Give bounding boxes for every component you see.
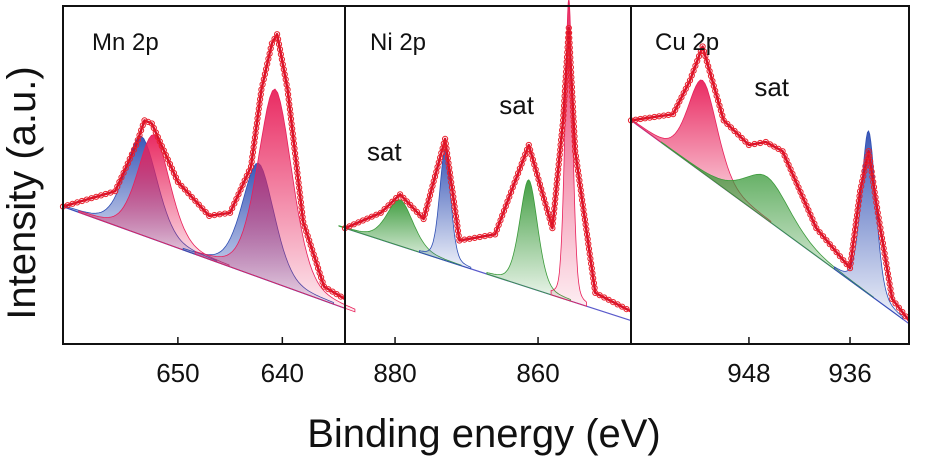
envelope-line	[630, 45, 910, 322]
envelope-line	[344, 26, 632, 313]
raw-data-point	[181, 186, 188, 193]
cu2p-annotations: sat	[754, 72, 789, 102]
raw-data-point	[185, 190, 192, 197]
raw-data-point	[738, 134, 745, 142]
mn2p-panel-title: Mn 2p	[92, 29, 159, 56]
cu2p-panel-title: Cu 2p	[655, 29, 719, 56]
raw-data-point	[393, 194, 400, 202]
raw-data-point	[720, 117, 727, 124]
raw-data-point	[843, 261, 850, 268]
raw-data-point	[895, 304, 903, 311]
cu2p-frame	[630, 5, 910, 345]
raw-data-point	[742, 138, 749, 145]
raw-data-point	[385, 202, 392, 209]
raw-data-point	[271, 35, 278, 42]
peak-annotation-label: sat	[367, 136, 402, 166]
panel-cu2p: Cu 2p 948 936 sat	[627, 5, 910, 388]
raw-data-point	[735, 131, 742, 138]
raw-data-point	[836, 253, 844, 260]
raw-data-point	[400, 194, 407, 201]
raw-data-point	[145, 118, 152, 126]
raw-data-point	[660, 112, 667, 119]
cu2p-ticks: 948 936	[727, 337, 872, 388]
x-tick-label: 880	[373, 358, 416, 388]
raw-data-point	[188, 194, 195, 201]
ni2p-annotations: sat sat	[367, 90, 535, 166]
raw-data-point	[192, 197, 199, 204]
raw-data-point	[892, 300, 899, 307]
peak-annotation-label: sat	[754, 72, 789, 102]
peak-annotation-label: sat	[499, 90, 534, 120]
raw-data-point	[840, 257, 847, 264]
y-axis-label: Intensity (a.u.)	[0, 66, 44, 319]
raw-data-point	[727, 124, 735, 131]
component-peak	[550, 0, 587, 307]
raw-data-point	[745, 141, 753, 149]
ni2p-panel-title: Ni 2p	[370, 29, 426, 56]
component-peak	[78, 134, 230, 268]
raw-data-point	[731, 127, 738, 135]
component-peak	[194, 88, 356, 313]
raw-data-point	[813, 225, 820, 232]
raw-data-point	[899, 308, 906, 316]
raw-data-point	[268, 40, 275, 47]
raw-data-point	[195, 201, 202, 208]
x-tick-label: 936	[828, 358, 871, 388]
raw-data-point	[178, 182, 185, 189]
raw-data-point	[337, 293, 344, 300]
raw-data-point	[202, 209, 209, 216]
panel-mn2p: Mn 2p 650 640	[59, 5, 356, 388]
raw-data-point	[407, 201, 414, 208]
raw-data-point	[141, 117, 148, 124]
x-tick-label: 860	[516, 358, 559, 388]
raw-data-point	[403, 198, 410, 205]
raw-data-point	[757, 139, 764, 147]
raw-data-point	[637, 115, 644, 123]
raw-data-point	[413, 208, 420, 215]
raw-data-point	[174, 178, 181, 186]
panel-ni2p: Ni 2p 880 860 sat sat	[338, 0, 632, 388]
raw-data-point	[826, 241, 833, 248]
x-axis-label: Binding energy (eV)	[307, 412, 661, 456]
raw-data-point	[199, 205, 206, 212]
cu2p-plot-area	[627, 43, 910, 325]
raw-data-point	[820, 233, 827, 240]
raw-data-point	[397, 191, 404, 198]
component-peak	[833, 130, 904, 320]
raw-data-point	[889, 295, 896, 303]
ni2p-ticks: 880 860	[373, 337, 560, 388]
raw-data-point	[389, 198, 396, 205]
raw-data-point	[377, 209, 384, 216]
x-tick-label: 650	[156, 358, 199, 388]
raw-data-point	[816, 229, 823, 236]
mn2p-plot-area	[59, 31, 356, 313]
raw-data-point	[823, 237, 830, 244]
ni2p-frame	[344, 5, 632, 345]
raw-data-point	[833, 249, 840, 256]
raw-data-point	[724, 120, 731, 128]
raw-data-point	[410, 205, 417, 212]
ni2p-plot-area	[338, 0, 632, 322]
x-tick-label: 948	[727, 358, 770, 388]
raw-data-point	[830, 245, 837, 252]
raw-data-point	[381, 206, 388, 213]
raw-data-point	[623, 306, 630, 313]
mn2p-ticks: 650 640	[156, 337, 304, 388]
x-tick-label: 640	[261, 358, 304, 388]
raw-data-point	[751, 140, 758, 148]
